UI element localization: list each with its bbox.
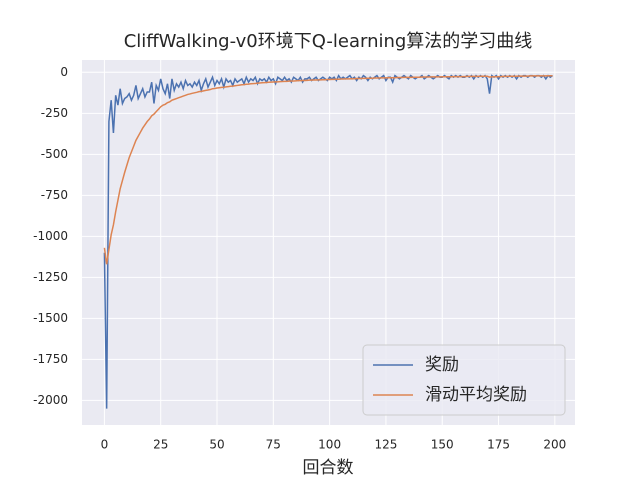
chart-title: CliffWalking-v0环境下Q-learning算法的学习曲线 bbox=[124, 31, 533, 52]
y-tick-label: -2000 bbox=[33, 393, 68, 407]
x-axis-label: 回合数 bbox=[303, 458, 354, 478]
y-tick-label: -1750 bbox=[33, 352, 68, 366]
y-tick-label: 0 bbox=[60, 65, 68, 79]
y-tick-label: -1500 bbox=[33, 311, 68, 325]
x-tick-label: 175 bbox=[487, 438, 510, 452]
x-tick-label: 50 bbox=[209, 438, 224, 452]
x-tick-label: 25 bbox=[153, 438, 168, 452]
x-tick-label: 0 bbox=[101, 438, 109, 452]
x-tick-label: 100 bbox=[318, 438, 341, 452]
x-tick-label: 150 bbox=[431, 438, 454, 452]
legend-box bbox=[362, 344, 566, 416]
y-tick-label: -1250 bbox=[33, 270, 68, 284]
y-tick-label: -500 bbox=[41, 147, 68, 161]
legend-label: 滑动平均奖励 bbox=[425, 385, 527, 405]
y-tick-label: -750 bbox=[41, 188, 68, 202]
x-tick-label: 75 bbox=[266, 438, 281, 452]
y-tick-label: -1000 bbox=[33, 229, 68, 243]
y-tick-label: -250 bbox=[41, 106, 68, 120]
x-tick-label: 125 bbox=[374, 438, 397, 452]
data-line bbox=[103, 75, 553, 265]
legend-label: 奖励 bbox=[425, 355, 459, 375]
x-tick-label: 200 bbox=[543, 438, 566, 452]
